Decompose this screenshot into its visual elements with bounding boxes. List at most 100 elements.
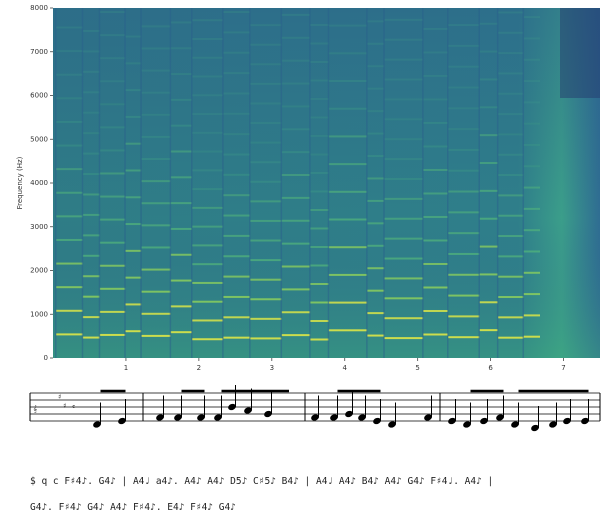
music-staff: 𝄞♯♯𝄴 (30, 385, 600, 432)
harmonic (448, 128, 479, 130)
harmonic (384, 277, 423, 279)
harmonic (171, 202, 192, 204)
tail (560, 8, 600, 98)
harmonic (192, 19, 223, 21)
y-tick-label: 6000 (30, 92, 48, 100)
harmonic (310, 135, 329, 137)
onset (170, 8, 172, 358)
harmonic (524, 272, 540, 274)
harmonic (83, 255, 100, 257)
harmonic (192, 169, 223, 171)
harmonic (100, 126, 126, 128)
harmonic (56, 286, 83, 288)
harmonic (282, 60, 311, 62)
y-tick-label: 2000 (30, 267, 48, 275)
harmonic (141, 202, 170, 204)
harmonic (56, 192, 83, 194)
key-signature: ♯ (58, 393, 61, 401)
harmonic (310, 153, 329, 155)
harmonic (384, 297, 423, 299)
harmonic (56, 310, 83, 312)
harmonic (524, 144, 540, 146)
harmonic (192, 113, 223, 115)
harmonic (310, 209, 329, 211)
harmonic (223, 316, 250, 318)
onset (497, 8, 499, 358)
harmonic (384, 178, 423, 180)
harmonic (141, 291, 170, 293)
onset (447, 8, 449, 358)
harmonic (223, 11, 250, 13)
harmonic (171, 150, 192, 152)
harmonic (367, 20, 384, 22)
harmonic (223, 276, 250, 278)
harmonic (192, 151, 223, 153)
harmonic (384, 218, 423, 220)
harmonic (125, 303, 141, 305)
harmonic (423, 239, 448, 241)
onset (249, 8, 251, 358)
harmonic (310, 246, 329, 248)
harmonic (448, 149, 479, 151)
harmonic (192, 132, 223, 134)
harmonic (223, 194, 250, 196)
harmonic (223, 255, 250, 257)
harmonic (250, 298, 281, 300)
harmonic (524, 250, 540, 252)
harmonic (250, 240, 281, 242)
harmonic (83, 71, 100, 73)
harmonic (125, 277, 141, 279)
harmonic (282, 243, 311, 245)
harmonic (384, 98, 423, 100)
harmonic (498, 276, 524, 278)
harmonic (384, 138, 423, 140)
harmonic (192, 94, 223, 96)
time-signature: 𝄴 (72, 403, 75, 411)
harmonic (367, 88, 384, 90)
harmonic (367, 245, 384, 247)
harmonic (223, 31, 250, 33)
harmonic (524, 229, 540, 231)
onset (366, 8, 368, 358)
harmonic (498, 72, 524, 74)
harmonic (171, 254, 192, 256)
harmonic (384, 39, 423, 41)
harmonic (448, 66, 479, 68)
harmonic (171, 176, 192, 178)
harmonic (192, 57, 223, 59)
harmonic (310, 301, 329, 303)
harmonic (524, 101, 540, 103)
harmonic (100, 11, 126, 13)
harmonic (282, 334, 311, 336)
harmonic (498, 154, 524, 156)
onset (55, 8, 57, 358)
harmonic (524, 37, 540, 39)
harmonic (524, 80, 540, 82)
harmonic (524, 16, 540, 18)
y-tick-label: 3000 (30, 223, 48, 231)
harmonic (423, 145, 448, 147)
harmonic (384, 238, 423, 240)
harmonic (223, 72, 250, 74)
harmonic (367, 267, 384, 269)
harmonic (329, 219, 367, 221)
harmonic (250, 161, 281, 163)
harmonic (192, 226, 223, 228)
harmonic (498, 133, 524, 135)
harmonic (83, 91, 100, 93)
harmonic (100, 172, 126, 174)
harmonic (423, 169, 448, 171)
harmonic (223, 133, 250, 135)
harmonic (83, 296, 100, 298)
harmonic (310, 42, 329, 44)
harmonic (83, 50, 100, 52)
harmonic (448, 336, 479, 338)
onset (383, 8, 385, 358)
harmonic (56, 121, 83, 123)
harmonic (310, 320, 329, 322)
harmonic (83, 193, 100, 195)
harmonic (141, 114, 170, 116)
harmonic (125, 116, 141, 118)
harmonic (250, 279, 281, 281)
harmonic (498, 174, 524, 176)
